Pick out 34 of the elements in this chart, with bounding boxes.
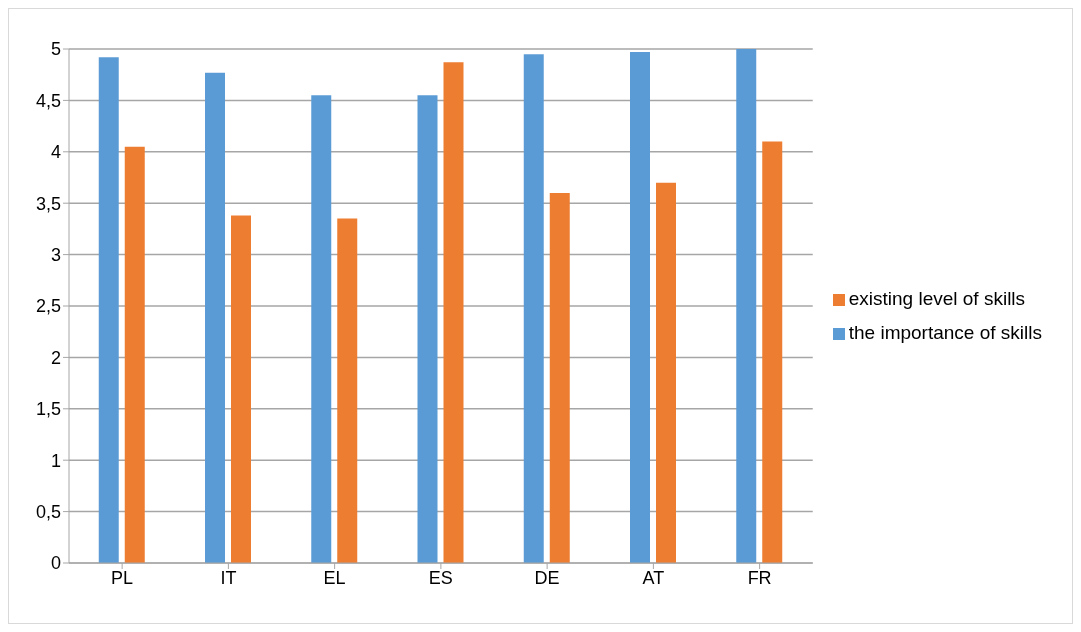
bar (337, 218, 358, 563)
bar (630, 52, 650, 563)
y-tick-label: 2 (50, 347, 61, 368)
y-tick-label: 1,5 (35, 399, 61, 420)
y-tick-label: 4 (50, 142, 61, 163)
bar (736, 49, 757, 563)
y-tick-label: 1 (50, 450, 61, 471)
legend-label: existing level of skills (848, 288, 1026, 309)
x-tick-label: IT (220, 567, 237, 588)
bar (311, 95, 332, 563)
bar (205, 72, 225, 563)
bar (656, 182, 676, 563)
x-tick-label: FR (747, 567, 772, 588)
bar (98, 57, 119, 563)
x-tick-label: PL (111, 567, 134, 588)
y-tick-label: 0,5 (35, 501, 61, 522)
y-tick-label: 0 (50, 553, 61, 574)
bar (443, 62, 464, 563)
y-tick-label: 3 (50, 244, 61, 265)
bar (762, 141, 783, 563)
y-tick-label: 3,5 (35, 193, 61, 214)
bar (523, 54, 544, 563)
x-tick-label: EL (323, 567, 346, 588)
legend-label: the importance of skills (848, 322, 1042, 343)
x-tick-label: DE (534, 567, 560, 588)
bar (417, 95, 438, 563)
y-tick-label: 2,5 (35, 296, 61, 317)
y-tick-label: 5 (50, 39, 61, 60)
y-tick-label: 4,5 (35, 90, 61, 111)
bar (124, 146, 145, 563)
bar (231, 215, 251, 563)
bar (549, 192, 570, 563)
x-tick-label: AT (642, 567, 665, 588)
x-tick-label: ES (428, 567, 453, 588)
